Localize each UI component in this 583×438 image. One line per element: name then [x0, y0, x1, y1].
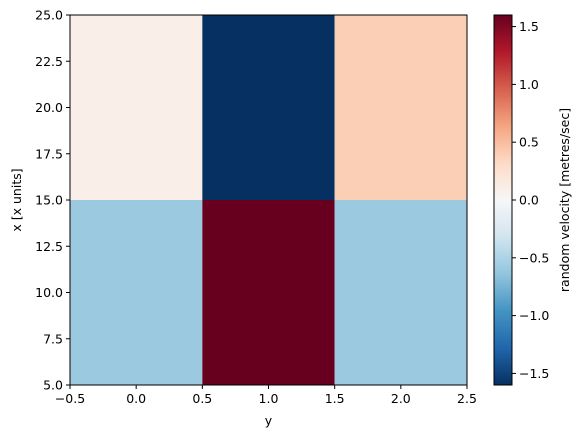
colorbar-tick-label: −1.5 — [519, 366, 549, 381]
x-tick-label: 1.0 — [259, 391, 279, 406]
colorbar — [493, 14, 513, 386]
colorbar-tick-label: −0.5 — [519, 250, 549, 265]
y-tick-label: 5.0 — [43, 378, 63, 393]
y-tick-label: 10.0 — [35, 285, 63, 300]
y-tick-label: 17.5 — [35, 146, 63, 161]
x-axis-ticks: −0.5 0.0 0.5 1.0 1.5 2.0 2.5 — [55, 385, 477, 406]
x-axis-label: y — [265, 413, 273, 428]
x-tick-label: 2.5 — [457, 391, 477, 406]
heatmap-cell-r1-c2 — [334, 15, 467, 200]
colorbar-label: random velocity [metres/sec] — [557, 108, 572, 292]
x-tick-label: −0.5 — [55, 391, 85, 406]
x-tick-label: 1.5 — [325, 391, 345, 406]
y-tick-label: 20.0 — [35, 100, 63, 115]
colorbar-ticks: −1.5 −1.0 −0.5 0.0 0.5 1.0 1.5 — [512, 19, 549, 381]
y-tick-label: 22.5 — [35, 54, 63, 69]
heatmap-cell-r0-c2 — [334, 200, 467, 385]
colorbar-tick-label: −1.0 — [519, 308, 549, 323]
colorbar-tick-label: 0.5 — [519, 135, 539, 150]
colorbar-tick-label: 1.5 — [519, 19, 539, 34]
heatmap-cells — [70, 15, 467, 385]
x-tick-label: 0.5 — [192, 391, 212, 406]
heatmap-cell-r1-c1 — [202, 15, 335, 200]
x-tick-label: 2.0 — [391, 391, 411, 406]
x-tick-label: 0.0 — [126, 391, 146, 406]
colorbar-tick-label: 0.0 — [519, 193, 539, 208]
y-tick-label: 7.5 — [43, 331, 63, 346]
heatmap-cell-r1-c0 — [70, 15, 203, 200]
heatmap-cell-r0-c0 — [70, 200, 203, 385]
y-tick-label: 25.0 — [35, 8, 63, 23]
y-tick-label: 12.5 — [35, 239, 63, 254]
heatmap-cell-r0-c1 — [202, 200, 335, 385]
y-axis-ticks: 5.0 7.5 10.0 12.5 15.0 17.5 20.0 22.5 25.0 — [35, 8, 70, 393]
y-axis-label: x [x units] — [9, 168, 24, 231]
y-tick-label: 15.0 — [35, 193, 63, 208]
colorbar-tick-label: 1.0 — [519, 77, 539, 92]
